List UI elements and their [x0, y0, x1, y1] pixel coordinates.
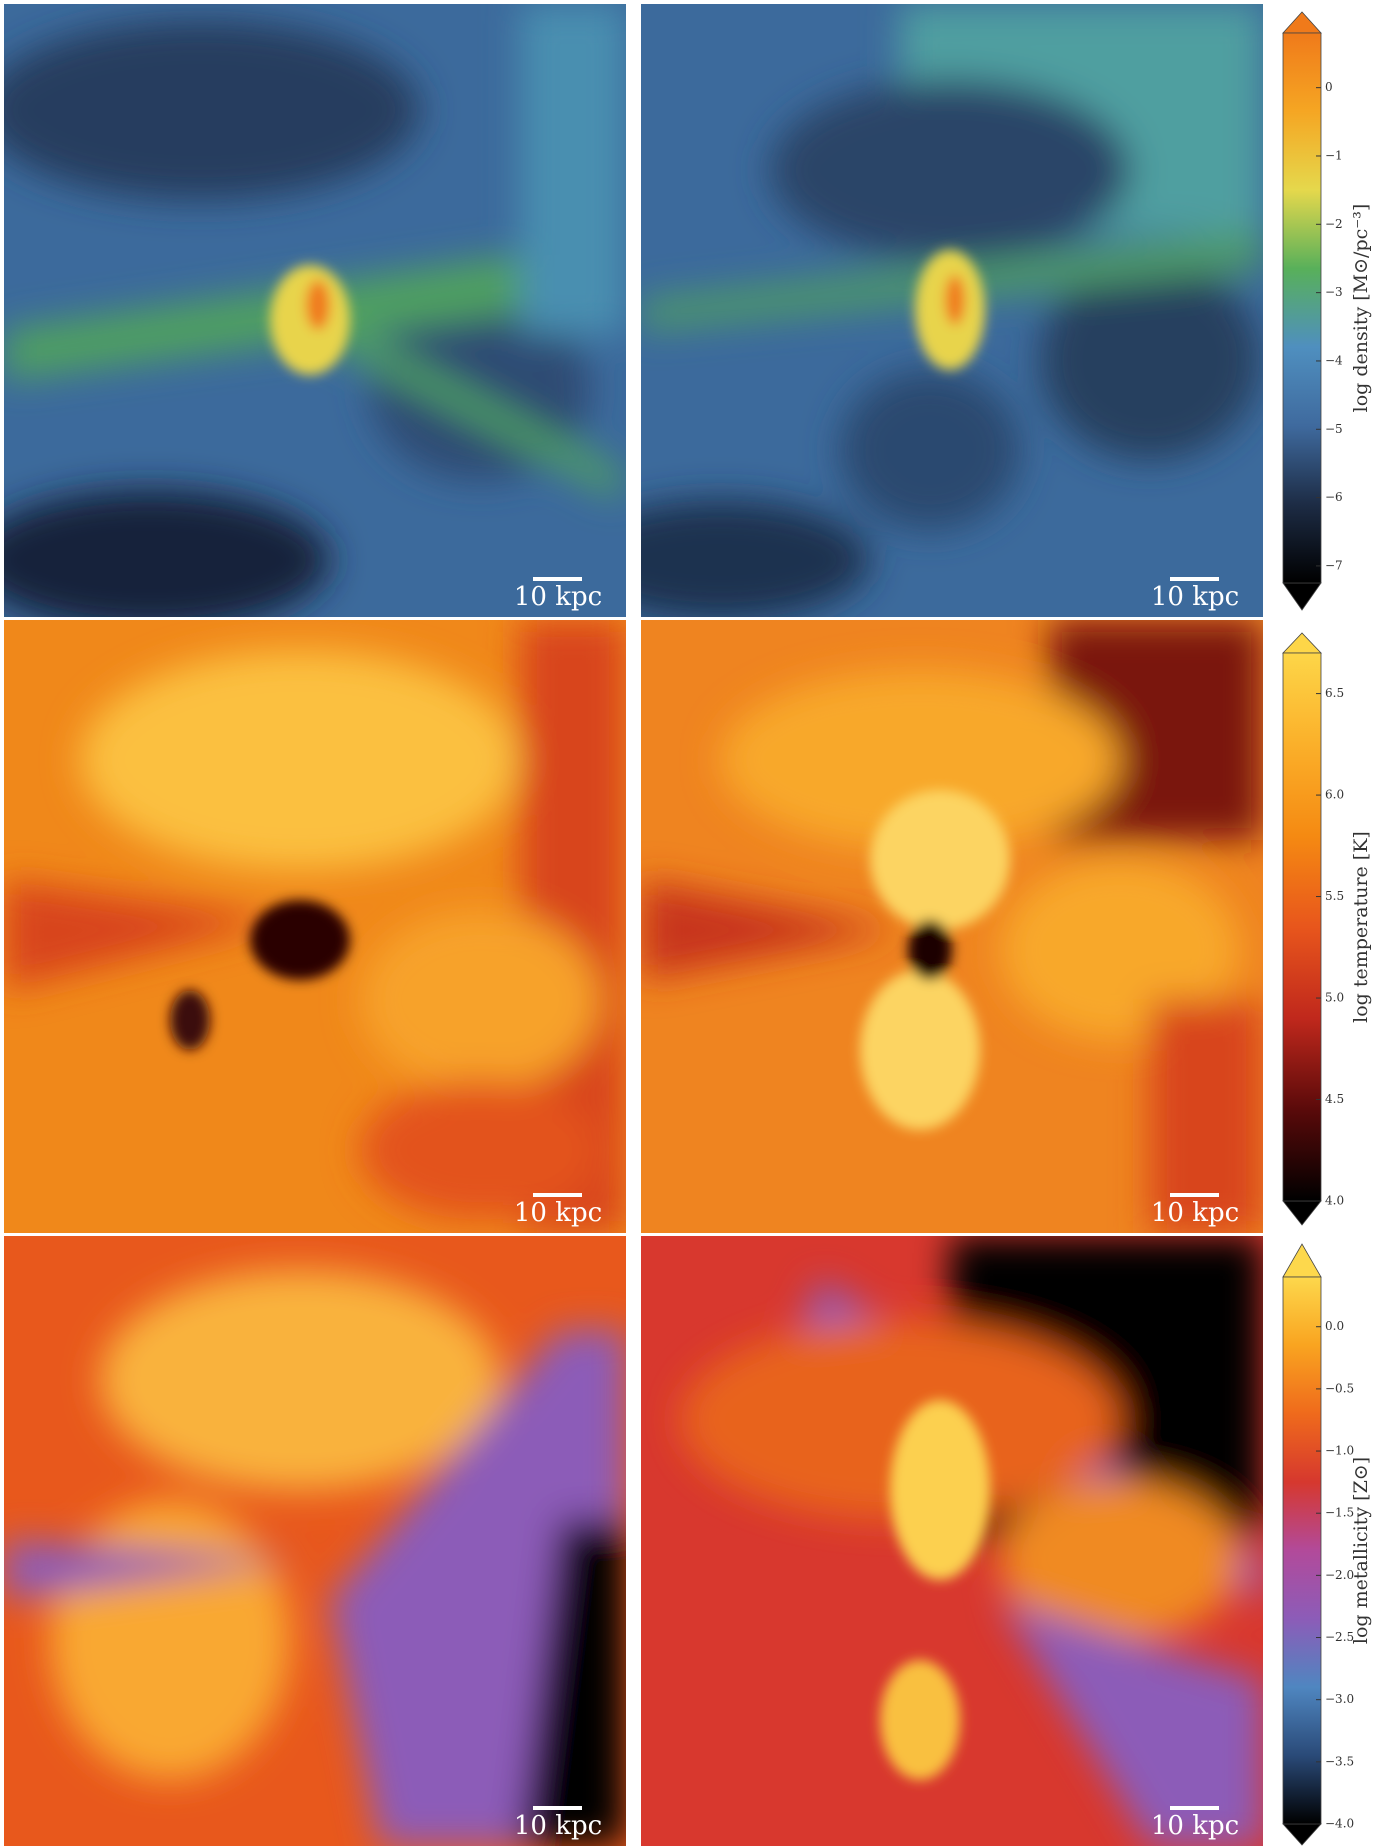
temperature-map	[641, 620, 1263, 1233]
colorbar-extend-top	[1282, 11, 1322, 34]
tick-label: −2	[1325, 217, 1343, 231]
colorbar-extend-top	[1282, 1243, 1322, 1278]
tick-label: 4.5	[1325, 1092, 1344, 1106]
tick-label: −2.0	[1325, 1568, 1354, 1582]
tick-label: −3.0	[1325, 1692, 1354, 1706]
tick-label: −3.5	[1325, 1754, 1354, 1768]
tick-label: −1.5	[1325, 1506, 1354, 1520]
tick-label: −7	[1325, 558, 1343, 572]
colorbar-extend-top	[1282, 632, 1322, 654]
colorbar	[1282, 1276, 1322, 1825]
colorbar-extend-bottom	[1282, 582, 1322, 611]
metallicity-map	[641, 1236, 1263, 1846]
tick-label: −6	[1325, 490, 1343, 504]
tick-label: 5.0	[1325, 991, 1344, 1005]
colorbar	[1282, 652, 1322, 1202]
tick-label: 6.0	[1325, 788, 1344, 802]
tick-label: 0	[1325, 80, 1333, 94]
colorbar-extend-bottom	[1282, 1823, 1322, 1846]
density-map	[4, 4, 626, 617]
tick-label: 5.5	[1325, 889, 1344, 903]
tick-label: 4.0	[1325, 1194, 1344, 1208]
scale-label: 10 kpc	[1151, 582, 1239, 612]
tick-label: 6.5	[1325, 686, 1344, 700]
tick-label: −3	[1325, 285, 1343, 299]
tick-label: −1.0	[1325, 1444, 1354, 1458]
temperature-map	[4, 620, 626, 1233]
tick-label: −5	[1325, 422, 1343, 436]
tick-label: −2.5	[1325, 1630, 1354, 1644]
tick-label: −0.5	[1325, 1381, 1354, 1395]
tick-label: −1	[1325, 148, 1343, 162]
scale-label: 10 kpc	[1151, 1811, 1239, 1841]
colorbar-label: log density [M⊙/pc⁻³]	[1350, 204, 1372, 413]
colorbar-label: log temperature [K]	[1350, 831, 1372, 1023]
density-map	[641, 4, 1263, 617]
tick-label: −4.0	[1325, 1817, 1354, 1831]
scale-label: 10 kpc	[1151, 1198, 1239, 1228]
tick-label: −4	[1325, 353, 1343, 367]
colorbar-extend-bottom	[1282, 1200, 1322, 1226]
metallicity-map	[4, 1236, 626, 1846]
tick-label: 0.0	[1325, 1319, 1344, 1333]
colorbar	[1282, 32, 1322, 584]
scale-label: 10 kpc	[514, 1198, 602, 1228]
scale-label: 10 kpc	[514, 582, 602, 612]
colorbar-label: log metallicity [Z⊙]	[1350, 1457, 1372, 1644]
scale-label: 10 kpc	[514, 1811, 602, 1841]
